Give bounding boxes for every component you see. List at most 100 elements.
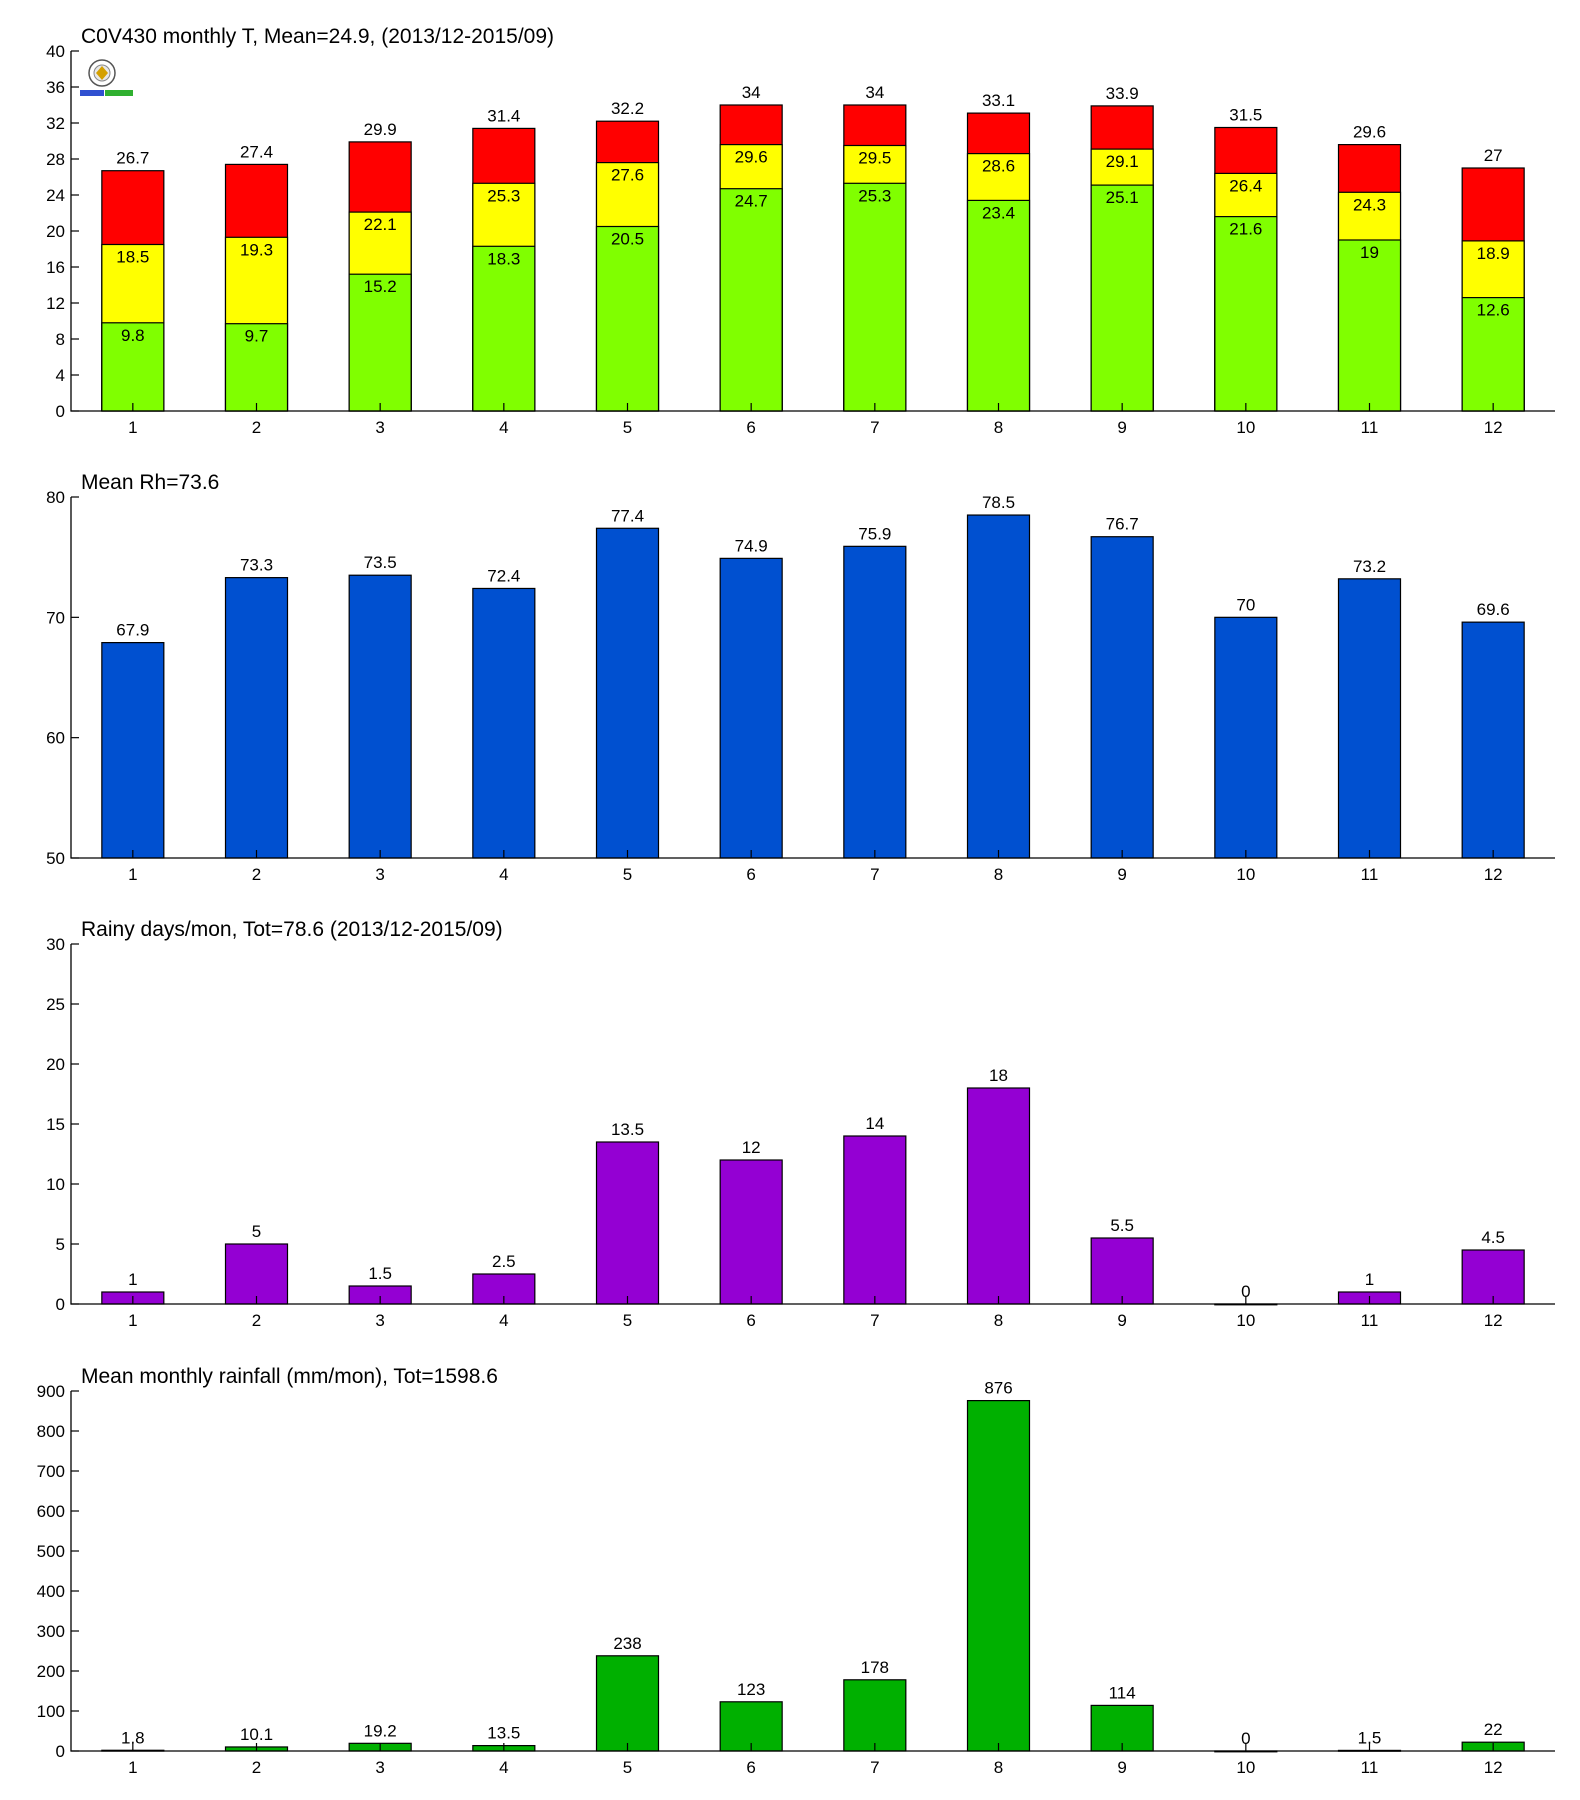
y-tick-label: 0 xyxy=(56,1295,65,1314)
bar-month-8 xyxy=(966,1087,1031,1305)
bar-month-9 xyxy=(1090,1237,1154,1305)
bar-value-label: 178 xyxy=(861,1658,889,1677)
bar-value-label: 12 xyxy=(742,1138,761,1157)
bar-value-label: 24.3 xyxy=(1353,195,1386,214)
bar-value-label: 1.5 xyxy=(368,1264,392,1283)
bar-value-label: 19.2 xyxy=(364,1721,397,1740)
axes-frame xyxy=(70,944,1555,1305)
y-tick-label: 16 xyxy=(46,258,65,277)
y-tick-label: 30 xyxy=(46,935,65,954)
bar-month-4 xyxy=(472,587,536,859)
x-tick-label: 2 xyxy=(252,865,261,884)
y-tick-label: 15 xyxy=(46,1115,65,1134)
bar-month-8 xyxy=(966,1399,1031,1752)
bar-level-1-month-5 xyxy=(595,225,660,412)
bar-value-label: 78.5 xyxy=(982,493,1015,512)
x-tick-label: 6 xyxy=(746,865,755,884)
bar-value-label: 22 xyxy=(1484,1720,1503,1739)
bar-value-label: 73.3 xyxy=(240,556,273,575)
bar-value-label: 12.6 xyxy=(1477,301,1510,320)
bar-level-1-month-3 xyxy=(348,273,412,412)
y-tick-label: 80 xyxy=(46,488,65,507)
y-tick-label: 8 xyxy=(56,330,65,349)
bar-value-label: 73.5 xyxy=(364,553,397,572)
bar-month-2 xyxy=(224,577,289,859)
bar-value-label: 14 xyxy=(865,1114,884,1133)
bar-value-label: 29.6 xyxy=(735,148,768,167)
bar-value-label: 25.3 xyxy=(858,186,891,205)
bar-month-1 xyxy=(101,642,165,859)
bar-value-label: 74.9 xyxy=(735,536,768,555)
x-tick-label: 1 xyxy=(128,865,137,884)
bar-month-2 xyxy=(224,1243,289,1305)
bar-value-label: 29.1 xyxy=(1106,152,1139,171)
x-tick-label: 7 xyxy=(870,1311,879,1330)
bar-value-label: 27 xyxy=(1484,146,1503,165)
bar-level-1-month-2 xyxy=(224,323,289,412)
y-tick-label: 100 xyxy=(37,1702,65,1721)
x-tick-label: 12 xyxy=(1484,1758,1503,1777)
bar-month-6 xyxy=(719,1159,783,1305)
x-tick-label: 9 xyxy=(1117,1758,1126,1777)
x-tick-label: 3 xyxy=(375,1758,384,1777)
bar-value-label: 0 xyxy=(1241,1282,1250,1301)
y-tick-label: 40 xyxy=(46,42,65,61)
y-tick-label: 5 xyxy=(56,1235,65,1254)
bar-value-label: 26.4 xyxy=(1229,176,1262,195)
bar-value-label: 23.4 xyxy=(982,203,1015,222)
x-tick-label: 4 xyxy=(499,865,508,884)
x-tick-label: 7 xyxy=(870,418,879,437)
y-tick-label: 20 xyxy=(46,222,65,241)
x-tick-label: 8 xyxy=(994,418,1003,437)
bar-month-8 xyxy=(966,514,1031,859)
x-tick-label: 2 xyxy=(252,1758,261,1777)
x-tick-label: 1 xyxy=(128,1311,137,1330)
y-tick-label: 70 xyxy=(46,608,65,627)
x-tick-label: 3 xyxy=(375,418,384,437)
y-tick-label: 32 xyxy=(46,114,65,133)
x-tick-label: 8 xyxy=(994,1758,1003,1777)
bar-value-label: 76.7 xyxy=(1106,515,1139,534)
bar-value-label: 27.6 xyxy=(611,166,644,185)
y-tick-label: 25 xyxy=(46,995,65,1014)
bar-value-label: 13.5 xyxy=(611,1120,644,1139)
bar-value-label: 10.1 xyxy=(240,1725,273,1744)
x-tick-label: 2 xyxy=(252,418,261,437)
bar-month-10 xyxy=(1214,616,1278,859)
bar-value-label: 20.5 xyxy=(611,230,644,249)
chart-title: Mean monthly rainfall (mm/mon), Tot=1598… xyxy=(81,1365,498,1388)
x-tick-label: 4 xyxy=(499,1311,508,1330)
axes-frame xyxy=(70,497,1555,859)
x-tick-label: 11 xyxy=(1361,1758,1379,1777)
x-tick-label: 2 xyxy=(252,1311,261,1330)
x-tick-label: 12 xyxy=(1484,418,1503,437)
bar-value-label: 34 xyxy=(742,83,761,102)
bar-month-3 xyxy=(348,574,412,859)
bar-value-label: 9.8 xyxy=(121,326,145,345)
bar-value-label: 31.4 xyxy=(487,106,520,125)
x-tick-label: 8 xyxy=(994,1311,1003,1330)
y-tick-label: 20 xyxy=(46,1055,65,1074)
y-tick-label: 700 xyxy=(37,1462,65,1481)
chart-title: Rainy days/mon, Tot=78.6 (2013/12-2015/0… xyxy=(81,918,503,941)
bar-value-label: 876 xyxy=(984,1379,1012,1398)
bar-value-label: 72.4 xyxy=(487,566,520,585)
bar-month-7 xyxy=(843,1135,907,1305)
bar-value-label: 18 xyxy=(989,1066,1008,1085)
x-tick-label: 6 xyxy=(746,1311,755,1330)
bar-value-label: 32.2 xyxy=(611,99,644,118)
bar-month-11 xyxy=(1337,578,1402,859)
bar-level-1-month-10 xyxy=(1214,216,1278,412)
y-tick-label: 600 xyxy=(37,1502,65,1521)
bar-value-label: 25.3 xyxy=(487,186,520,205)
bar-value-label: 18.9 xyxy=(1477,244,1510,263)
bar-level-1-month-12 xyxy=(1461,297,1525,412)
x-tick-label: 10 xyxy=(1236,1311,1255,1330)
chart-title: C0V430 monthly T, Mean=24.9, (2013/12-20… xyxy=(81,25,554,48)
bar-value-label: 73.2 xyxy=(1353,557,1386,576)
bar-value-label: 1 xyxy=(128,1270,137,1289)
x-tick-label: 5 xyxy=(623,865,632,884)
bar-value-label: 19.3 xyxy=(240,240,273,259)
bar-value-label: 67.9 xyxy=(116,621,149,640)
y-tick-label: 24 xyxy=(46,186,65,205)
